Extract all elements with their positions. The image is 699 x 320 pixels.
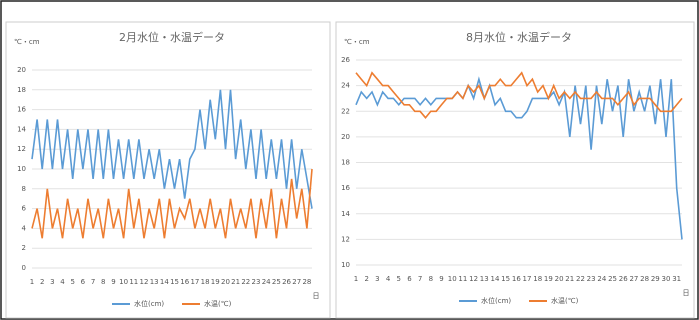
y-tick-label: 18 xyxy=(341,159,350,167)
x-tick-label: 28 xyxy=(640,275,649,283)
x-tick-label: 25 xyxy=(272,278,281,286)
x-tick-label: 3 xyxy=(375,275,379,283)
x-tick-label: 2 xyxy=(40,278,44,286)
y-tick-label: 0 xyxy=(22,264,26,272)
x-tick-label: 19 xyxy=(211,278,220,286)
x-tick-label: 18 xyxy=(201,278,210,286)
x-tick-label: 17 xyxy=(190,278,199,286)
y-tick-label: 8 xyxy=(22,185,26,193)
x-tick-label: 23 xyxy=(587,275,596,283)
x-tick-label: 16 xyxy=(180,278,189,286)
y-tick-label: 12 xyxy=(17,145,26,153)
x-tick-label: 15 xyxy=(170,278,179,286)
y-tick-label: 16 xyxy=(341,184,350,192)
chart-title: 8月水位・水温データ xyxy=(466,30,572,44)
x-axis-label: 日 xyxy=(313,292,320,300)
series-line xyxy=(31,168,313,239)
x-tick-label: 6 xyxy=(407,275,412,283)
x-tick-label: 2 xyxy=(364,275,368,283)
x-tick-label: 1 xyxy=(30,278,34,286)
x-tick-label: 14 xyxy=(490,275,499,283)
x-tick-label: 8 xyxy=(429,275,433,283)
x-tick-label: 4 xyxy=(60,278,65,286)
y-tick-label: 24 xyxy=(341,82,350,90)
x-tick-label: 18 xyxy=(533,275,542,283)
x-tick-label: 8 xyxy=(101,278,105,286)
y-tick-label: 14 xyxy=(341,210,350,218)
x-tick-label: 21 xyxy=(231,278,240,286)
x-tick-label: 31 xyxy=(672,275,681,283)
y-tick-label: 22 xyxy=(341,107,350,115)
y-tick-label: 2 xyxy=(22,244,26,252)
series-line xyxy=(31,89,313,209)
x-axis-label: 日 xyxy=(683,289,690,297)
x-tick-label: 3 xyxy=(50,278,54,286)
x-tick-label: 12 xyxy=(140,278,149,286)
y-axis-label: ℃・cm xyxy=(14,38,40,46)
x-tick-label: 24 xyxy=(262,278,271,286)
x-tick-label: 6 xyxy=(81,278,86,286)
y-tick-label: 18 xyxy=(17,86,26,94)
x-tick-label: 11 xyxy=(458,275,467,283)
chart-title: 2月水位・水温データ xyxy=(119,30,225,44)
x-tick-label: 22 xyxy=(241,278,250,286)
x-tick-label: 20 xyxy=(555,275,564,283)
x-tick-label: 14 xyxy=(160,278,169,286)
legend-label: 水位(cm) xyxy=(134,299,164,308)
x-tick-label: 17 xyxy=(523,275,532,283)
x-tick-label: 28 xyxy=(302,278,311,286)
panel xyxy=(335,21,695,319)
y-axis-label: ℃・cm xyxy=(344,38,370,46)
x-tick-label: 16 xyxy=(512,275,521,283)
x-tick-label: 15 xyxy=(501,275,510,283)
y-tick-label: 10 xyxy=(17,165,26,173)
x-tick-label: 30 xyxy=(662,275,671,283)
y-tick-label: 20 xyxy=(341,133,350,141)
y-tick-label: 16 xyxy=(17,106,26,114)
y-tick-label: 26 xyxy=(341,56,350,64)
y-tick-label: 10 xyxy=(341,261,350,269)
x-tick-label: 10 xyxy=(448,275,457,283)
x-tick-label: 27 xyxy=(292,278,301,286)
x-tick-label: 5 xyxy=(70,278,74,286)
x-tick-label: 13 xyxy=(150,278,159,286)
y-tick-label: 20 xyxy=(17,66,26,74)
legend-label: 水温(℃) xyxy=(204,299,232,308)
y-tick-label: 12 xyxy=(341,235,350,243)
x-tick-label: 19 xyxy=(544,275,553,283)
x-tick-label: 29 xyxy=(651,275,660,283)
y-tick-label: 14 xyxy=(17,125,26,133)
x-tick-label: 13 xyxy=(480,275,489,283)
x-tick-label: 24 xyxy=(597,275,606,283)
x-tick-label: 27 xyxy=(629,275,638,283)
x-tick-label: 23 xyxy=(252,278,261,286)
x-tick-label: 26 xyxy=(282,278,291,286)
x-tick-label: 22 xyxy=(576,275,585,283)
legend-label: 水位(cm) xyxy=(481,296,511,305)
x-tick-label: 10 xyxy=(119,278,128,286)
series-line xyxy=(355,71,683,119)
x-tick-label: 9 xyxy=(111,278,115,286)
x-tick-label: 1 xyxy=(354,275,358,283)
x-tick-label: 20 xyxy=(221,278,230,286)
x-tick-label: 11 xyxy=(129,278,138,286)
x-tick-label: 25 xyxy=(608,275,617,283)
legend-label: 水温(℃) xyxy=(551,296,579,305)
x-tick-label: 12 xyxy=(469,275,478,283)
x-tick-label: 26 xyxy=(619,275,628,283)
x-tick-label: 4 xyxy=(386,275,391,283)
x-tick-label: 21 xyxy=(565,275,574,283)
x-tick-label: 5 xyxy=(397,275,401,283)
y-tick-label: 4 xyxy=(22,224,27,232)
x-tick-label: 9 xyxy=(439,275,443,283)
series-line xyxy=(355,76,683,240)
x-tick-label: 7 xyxy=(91,278,95,286)
y-tick-label: 6 xyxy=(22,205,27,213)
x-tick-label: 7 xyxy=(418,275,422,283)
